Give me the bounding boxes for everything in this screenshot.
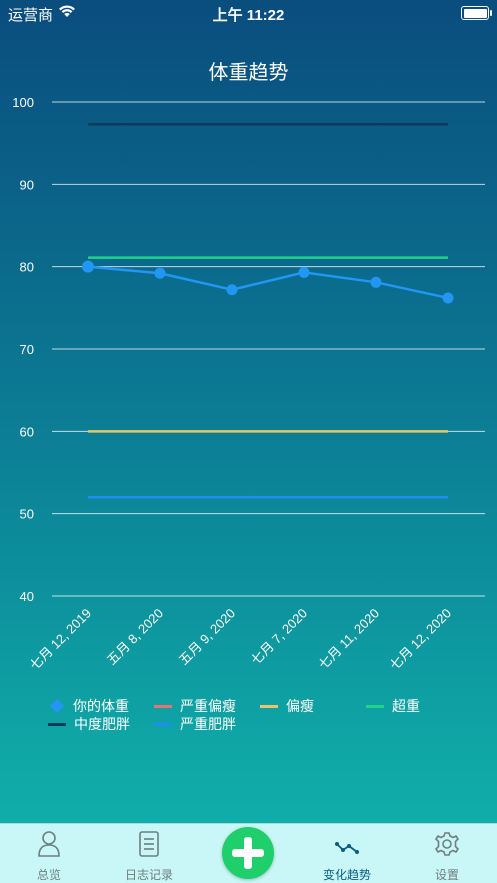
add-entry-button[interactable] [222, 827, 274, 879]
y-tick-label: 80 [20, 260, 34, 275]
legend-item: 超重 [366, 696, 420, 716]
legend-swatch [49, 698, 65, 714]
tab-log[interactable]: 日志记录 [104, 824, 194, 883]
tab-overview-label: 总览 [36, 868, 61, 882]
legend-swatch [154, 722, 172, 726]
legend-item: 严重肥胖 [154, 714, 236, 734]
y-tick-label: 60 [20, 424, 34, 439]
document-icon [139, 831, 159, 857]
person-icon [38, 831, 60, 857]
legend-label: 偏瘦 [286, 698, 314, 714]
series-line-0 [87, 265, 449, 300]
x-tick-label: 七月 7, 2020 [248, 606, 310, 668]
wifi-icon [59, 5, 75, 17]
x-tick-label: 七月 12, 2019 [27, 606, 94, 673]
weight-point[interactable] [442, 292, 454, 304]
tab-log-label: 日志记录 [124, 868, 173, 882]
weight-point[interactable] [370, 276, 382, 288]
trend-icon [335, 842, 359, 854]
battery-icon [461, 6, 492, 20]
y-tick-label: 100 [12, 95, 34, 110]
x-tick-label: 五月 8, 2020 [104, 606, 166, 668]
legend-swatch [48, 722, 66, 726]
weight-point[interactable] [298, 266, 310, 278]
status-bar: 运营商 上午 11:22 [0, 0, 497, 26]
legend-item: 严重偏瘦 [154, 696, 236, 716]
legend-label: 严重偏瘦 [180, 698, 236, 714]
chart-title: 体重趋势 [208, 62, 289, 84]
tab-settings-label: 设置 [434, 868, 459, 882]
legend-item: 偏瘦 [260, 696, 314, 716]
weight-point[interactable] [226, 284, 238, 296]
y-tick-label: 40 [20, 589, 34, 604]
legend-label: 超重 [392, 698, 420, 714]
y-tick-label: 90 [20, 177, 34, 192]
legend-swatch [260, 704, 278, 708]
tab-overview[interactable]: 总览 [4, 824, 94, 883]
x-tick-label: 七月 12, 2020 [387, 606, 454, 673]
tab-trend-label: 变化趋势 [322, 868, 371, 882]
legend-swatch [154, 704, 172, 708]
tab-trend[interactable]: 变化趋势 [302, 824, 392, 883]
tab-settings[interactable]: 设置 [402, 824, 492, 883]
legend-swatch [366, 704, 384, 708]
y-tick-label: 70 [20, 342, 34, 357]
gear-icon [435, 832, 459, 856]
legend-label: 中度肥胖 [74, 716, 130, 732]
carrier-label: 运营商 [8, 7, 54, 24]
y-tick-label: 50 [20, 507, 34, 522]
x-tick-label: 七月 11, 2020 [315, 606, 382, 673]
x-tick-label: 五月 9, 2020 [176, 606, 238, 668]
weight-trend-chart: 40 50 60 70 80 90 100 七月 12, 2019 五月 8, 2020 五月 … [12, 95, 454, 673]
weight-point[interactable] [82, 260, 94, 273]
legend-item: 你的体重 [48, 696, 129, 716]
legend-item: 中度肥胖 [48, 714, 130, 734]
clock: 上午 11:22 [212, 7, 285, 24]
weight-point[interactable] [154, 267, 166, 279]
legend-label: 严重肥胖 [180, 716, 236, 732]
legend-label: 你的体重 [73, 698, 129, 714]
